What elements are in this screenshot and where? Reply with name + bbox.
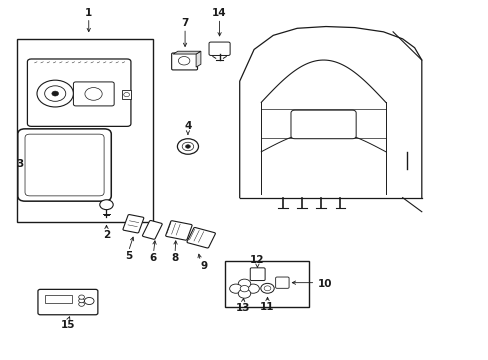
- Circle shape: [44, 86, 65, 101]
- FancyBboxPatch shape: [275, 277, 288, 288]
- FancyBboxPatch shape: [171, 53, 197, 70]
- Bar: [45, 294, 71, 303]
- Circle shape: [229, 284, 242, 293]
- Circle shape: [79, 298, 84, 303]
- Circle shape: [79, 302, 84, 306]
- Text: 12: 12: [250, 255, 264, 265]
- FancyBboxPatch shape: [165, 221, 192, 240]
- Circle shape: [85, 87, 102, 100]
- FancyBboxPatch shape: [122, 215, 143, 233]
- Circle shape: [264, 286, 270, 291]
- Text: 5: 5: [124, 251, 132, 261]
- FancyBboxPatch shape: [18, 129, 111, 201]
- Circle shape: [79, 295, 84, 299]
- Text: 4: 4: [184, 121, 191, 131]
- Circle shape: [84, 297, 94, 305]
- Text: 14: 14: [212, 8, 226, 18]
- FancyBboxPatch shape: [27, 59, 131, 126]
- Polygon shape: [196, 51, 201, 67]
- Text: 8: 8: [171, 253, 178, 264]
- FancyBboxPatch shape: [290, 110, 355, 139]
- Circle shape: [238, 279, 250, 288]
- Text: 10: 10: [317, 279, 331, 289]
- Circle shape: [37, 80, 73, 107]
- Circle shape: [52, 91, 59, 96]
- Bar: [122, 90, 131, 99]
- Circle shape: [123, 93, 129, 97]
- Text: 15: 15: [61, 320, 75, 330]
- Circle shape: [240, 285, 248, 292]
- Bar: [225, 261, 308, 307]
- FancyBboxPatch shape: [250, 268, 264, 280]
- Circle shape: [100, 200, 113, 210]
- Circle shape: [260, 283, 274, 293]
- FancyBboxPatch shape: [186, 228, 215, 248]
- Text: 1: 1: [85, 8, 92, 18]
- FancyBboxPatch shape: [25, 134, 104, 196]
- Text: 3: 3: [16, 159, 23, 169]
- Circle shape: [185, 145, 190, 148]
- Text: 11: 11: [260, 302, 274, 312]
- Circle shape: [238, 289, 250, 298]
- FancyBboxPatch shape: [142, 221, 162, 239]
- FancyBboxPatch shape: [38, 289, 98, 315]
- Circle shape: [182, 142, 193, 151]
- Circle shape: [178, 57, 189, 65]
- Text: 13: 13: [235, 303, 250, 313]
- Text: 6: 6: [149, 253, 157, 264]
- Text: 7: 7: [181, 18, 188, 28]
- Circle shape: [246, 284, 259, 293]
- Text: 2: 2: [102, 230, 110, 240]
- Circle shape: [177, 139, 198, 154]
- FancyBboxPatch shape: [208, 42, 230, 55]
- Bar: [17, 39, 153, 222]
- Text: 9: 9: [200, 261, 207, 271]
- FancyBboxPatch shape: [73, 82, 114, 106]
- Polygon shape: [173, 51, 201, 54]
